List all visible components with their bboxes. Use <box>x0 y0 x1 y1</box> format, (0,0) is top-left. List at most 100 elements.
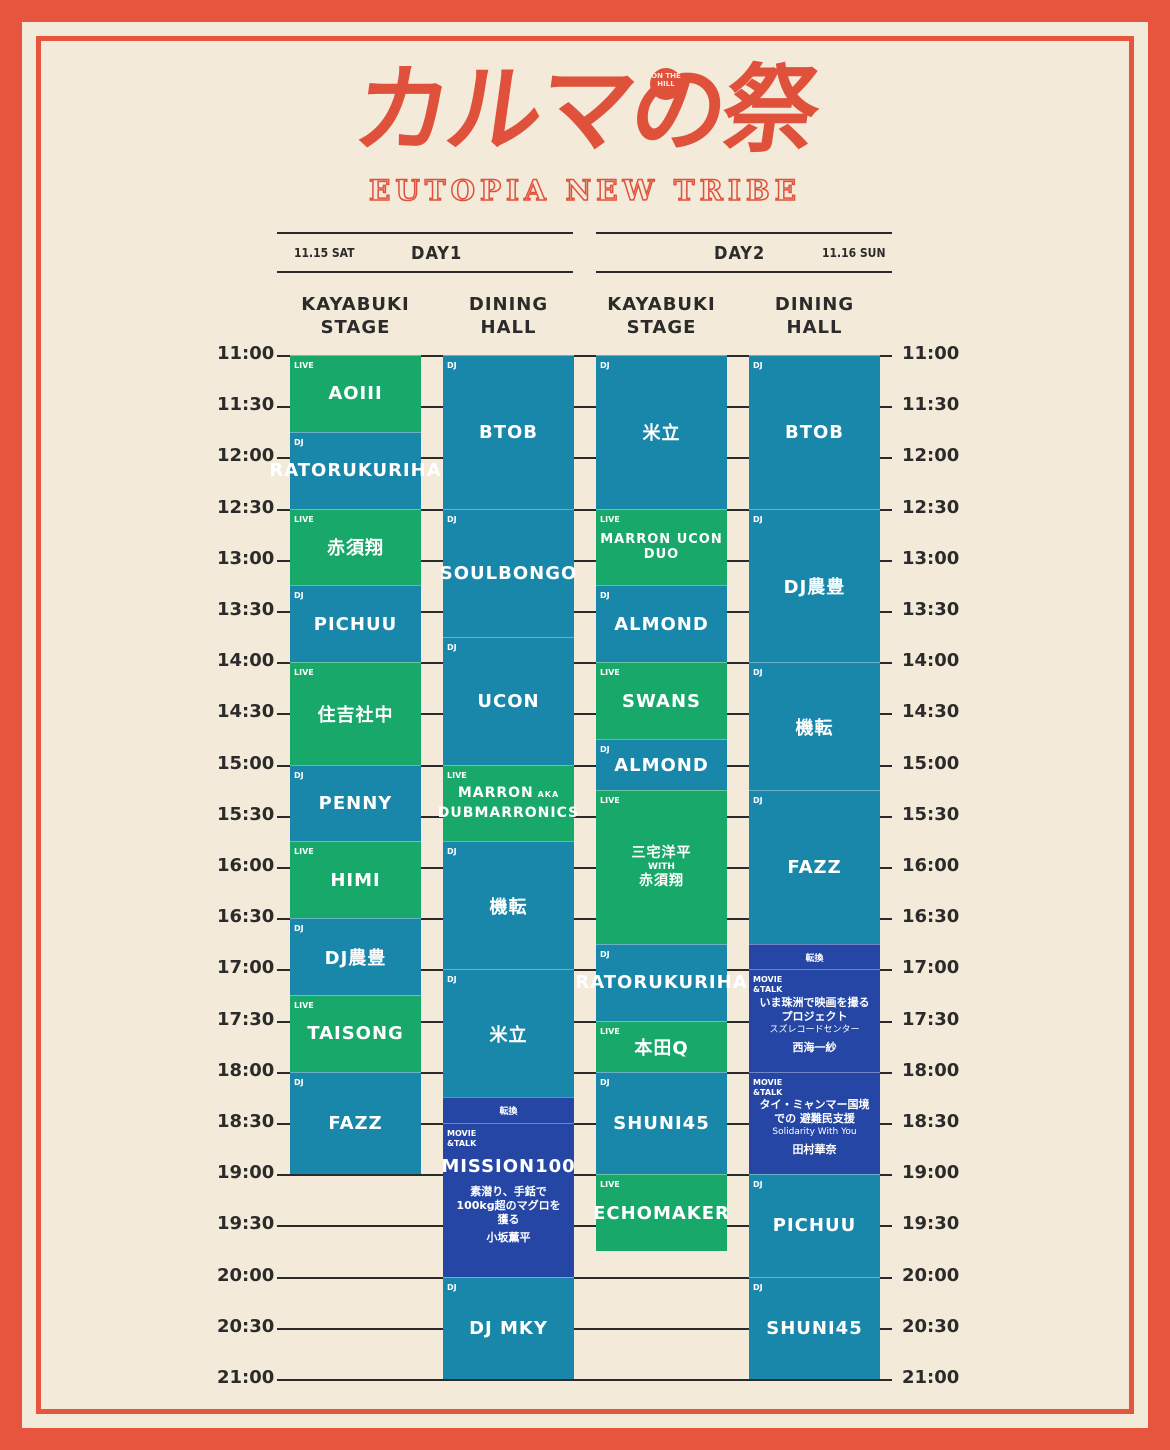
slot-type-tag: LIVE <box>294 361 314 370</box>
time-gridline <box>277 1020 892 1023</box>
slot-type-tag: DJ <box>294 924 304 934</box>
time-label-left: 19:30 <box>217 1213 275 1235</box>
talk-speaker: 小坂薫平 <box>486 1230 531 1244</box>
slot-performer: MARRON UCON DUO <box>600 532 723 563</box>
slot-performer: UCON <box>477 690 540 712</box>
time-label-right: 16:30 <box>902 906 960 928</box>
timetable-slot: DJ UCON <box>443 636 574 765</box>
timetable-slot: DJ SOULBONGO <box>440 508 576 637</box>
timetable-slot: DJ ALMOND <box>596 585 727 663</box>
slot-type-tag: DJ <box>600 949 610 959</box>
slot-type-tag: DJ <box>294 437 304 447</box>
time-label-left: 20:30 <box>217 1315 275 1337</box>
slot-type-tag: DJ <box>753 1180 763 1190</box>
poster-border <box>36 36 1134 1414</box>
slot-type-tag: LIVE <box>600 796 620 806</box>
timetable-slot: MOVIE &TALK いま珠洲で映画を撮る プロジェクト スズレコードセンター 西海… <box>749 969 880 1072</box>
time-label-right: 21:00 <box>902 1367 960 1388</box>
day2-label: DAY2 <box>714 243 766 264</box>
time-label-left: 17:00 <box>217 957 275 979</box>
slot-performer: ALMOND <box>614 754 709 776</box>
time-gridline <box>277 355 892 357</box>
talk-topic: いま珠洲で映画を撮る プロジェクト <box>759 995 870 1023</box>
timetable-slot: DJ RATORUKURIHA <box>575 943 747 1021</box>
time-label-right: 11:00 <box>902 343 960 364</box>
slot-performer: SHUNI45 <box>613 1112 710 1134</box>
time-gridline <box>277 406 892 409</box>
timetable-slot: 転換 <box>443 1097 574 1123</box>
timetable-slot: DJ DJ農豊 <box>290 918 421 995</box>
time-gridline <box>277 1379 892 1381</box>
col-day1-kayabuki: KAYABUKI STAGE <box>301 294 410 338</box>
timetable-slot: DJ 米立 <box>443 969 574 1098</box>
time-label-right: 14:30 <box>902 701 960 723</box>
slot-performer: BTOB <box>478 421 539 443</box>
time-label-left: 13:00 <box>217 547 275 569</box>
time-label-right: 18:00 <box>902 1059 960 1081</box>
time-label-left: 16:30 <box>217 906 275 928</box>
logo-badge: ON THE HILL <box>650 68 682 100</box>
slot-type-tag: LIVE <box>600 514 620 524</box>
slot-type-tag: LIVE <box>600 1180 620 1190</box>
slot-performer: FAZZ <box>328 1112 383 1134</box>
time-label-left: 18:30 <box>217 1111 275 1132</box>
timetable-slot: DJ BTOB <box>443 355 574 509</box>
slot-type-tag: DJ <box>447 514 457 524</box>
talk-speaker: 田村華奈 <box>792 1142 837 1156</box>
time-label-right: 20:00 <box>902 1264 960 1286</box>
slot-performer: RATORUKURIHA <box>575 972 748 994</box>
slot-performer: PICHUU <box>313 613 398 635</box>
slot-type-tag: DJ <box>753 514 763 524</box>
timetable-slot: LIVE TAISONG <box>290 995 421 1072</box>
slot-type-tag: DJ <box>753 796 763 806</box>
changeover-label: 転換 <box>805 953 824 964</box>
poster-background <box>22 22 1148 1428</box>
timetable-slot: LIVE HIMI <box>290 841 421 919</box>
timetable-slot: LIVE 本田Q <box>596 1020 727 1072</box>
slot-type-tag: DJ <box>294 591 304 601</box>
slot-type-tag: MOVIE &TALK <box>753 975 783 995</box>
slot-performer: ECHOMAKER <box>593 1202 730 1224</box>
talk-speaker: 西海一紗 <box>792 1040 837 1054</box>
timetable-slot: MOVIE &TALK MISSION100 素潜り、手銛で 100kg超のマグロを… <box>441 1123 575 1277</box>
time-label-left: 11:30 <box>217 394 275 416</box>
time-label-right: 19:00 <box>902 1162 960 1184</box>
timetable-slot: DJ PICHUU <box>290 585 421 663</box>
time-label-left: 15:30 <box>217 803 275 825</box>
slot-type-tag: DJ <box>447 1282 457 1292</box>
festival-subtitle: EUTOPIA NEW TRIBE <box>368 173 801 208</box>
timetable-slot: DJ 米立 <box>596 355 727 509</box>
timetable-slot: DJ PENNY <box>290 764 421 842</box>
time-gridline <box>277 1071 892 1074</box>
timetable-slot: LIVE 住吉社中 <box>290 662 421 765</box>
timetable-slot: LIVE 赤須翔 <box>290 508 421 586</box>
time-label-right: 14:00 <box>902 650 960 672</box>
slot-type-tag: DJ <box>753 668 763 678</box>
festival-logo: カルマの祭 <box>347 54 823 166</box>
slot-performer: SWANS <box>622 690 701 712</box>
time-label-left: 14:00 <box>217 650 275 672</box>
slot-performer: PICHUU <box>772 1215 857 1237</box>
slot-performer: 本田Q <box>634 1037 689 1059</box>
time-label-left: 19:00 <box>217 1162 275 1184</box>
slot-performer: 米立 <box>489 1024 528 1046</box>
time-label-right: 13:30 <box>902 599 960 620</box>
time-gridline <box>277 1123 892 1125</box>
timetable-slot: DJ PICHUU <box>749 1174 880 1277</box>
time-label-left: 17:30 <box>217 1008 275 1030</box>
slot-performer: MARRON AKA <box>457 785 560 802</box>
slot-type-tag: DJ <box>600 745 610 754</box>
timetable-slot: LIVE MARRON AKA DUBMARRONICS <box>438 764 578 842</box>
slot-performer: SHUNI45 <box>766 1317 863 1339</box>
timetable-slot: DJ FAZZ <box>290 1071 421 1175</box>
talk-organization: Solidarity With You <box>772 1126 857 1137</box>
time-gridline <box>277 918 892 921</box>
time-gridline <box>277 1225 892 1228</box>
time-label-left: 13:30 <box>217 599 275 620</box>
slot-type-tag: DJ <box>600 361 610 370</box>
talk-topic: 素潜り、手銛で 100kg超のマグロを獲る <box>456 1184 561 1226</box>
changeover-label: 転換 <box>499 1107 518 1118</box>
timetable-slot: DJ RATORUKURIHA <box>269 431 441 509</box>
slot-performer-2: DUBMARRONICS <box>437 805 580 822</box>
time-label-left: 11:00 <box>217 343 275 364</box>
